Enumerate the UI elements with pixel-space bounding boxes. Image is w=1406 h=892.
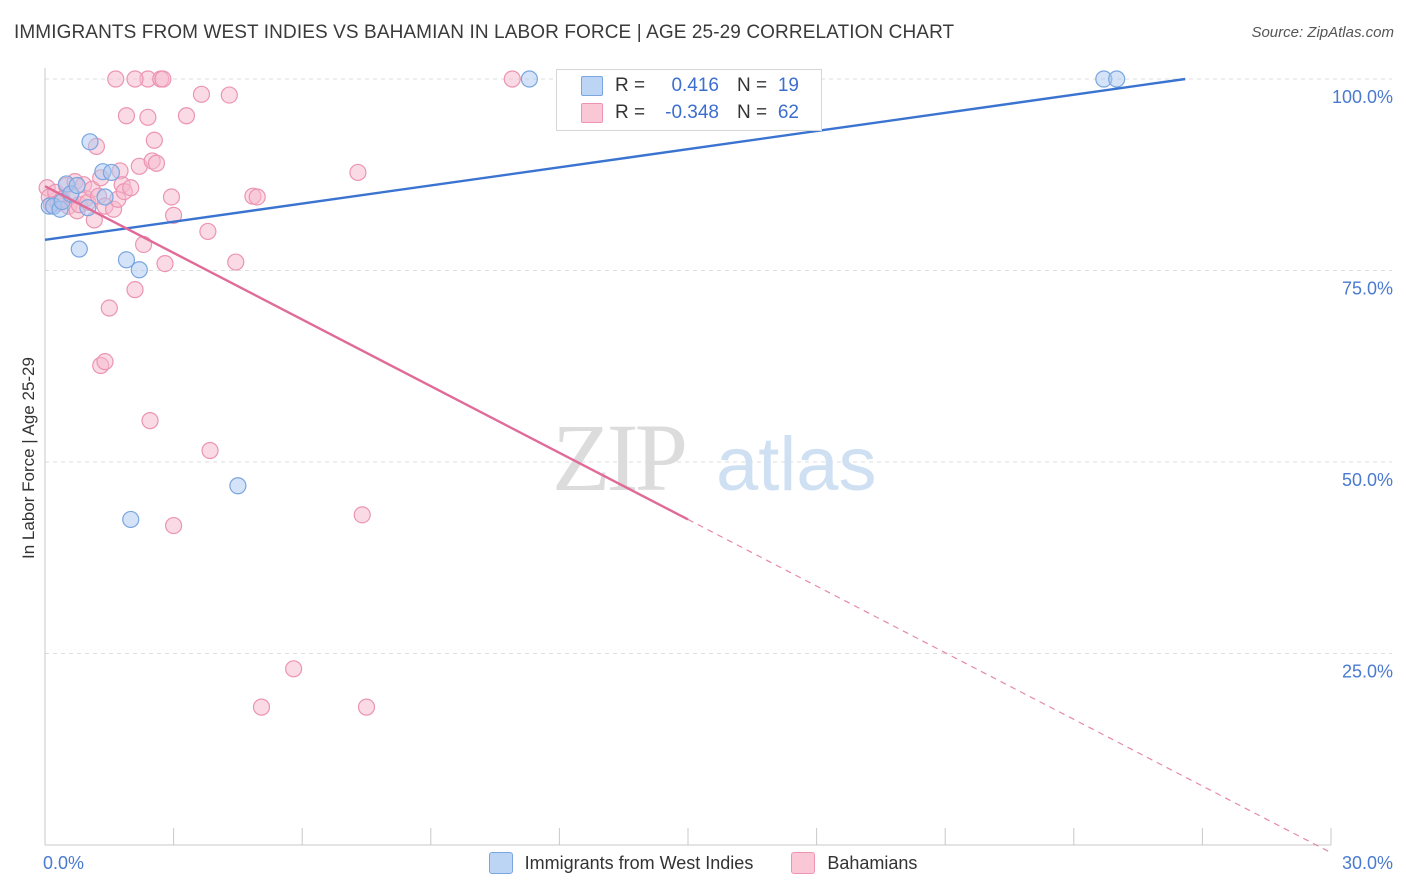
grid-lines xyxy=(45,78,1392,654)
legend-n-label: N = xyxy=(737,75,768,96)
west-indies-point xyxy=(102,163,121,182)
legend-item-west-indies: Immigrants from West Indies xyxy=(488,852,754,874)
bahamians-point xyxy=(353,506,371,524)
bahamians-point xyxy=(145,131,163,149)
bahamians-point xyxy=(139,108,157,126)
legend-item-bahamians: Bahamians xyxy=(791,852,917,874)
bahamians-point xyxy=(503,70,521,88)
legend-r-value: 0.416 xyxy=(671,75,719,96)
y-tick-label: 100.0% xyxy=(1332,87,1393,107)
tick-labels: 25.0% 50.0% 75.0% 100.0% 0.0% 30.0% xyxy=(43,87,1393,873)
bahamians-point xyxy=(126,281,144,299)
bahamians-point xyxy=(134,235,153,254)
bahamians-point xyxy=(192,85,211,103)
bahamians-trend-line xyxy=(44,185,689,521)
bahamians-point xyxy=(141,412,159,430)
legend-r-label: R = xyxy=(615,102,646,123)
legend-swatch-blue xyxy=(488,852,513,874)
x-tick-label: 30.0% xyxy=(1342,853,1393,873)
bahamians-point xyxy=(165,206,183,224)
watermark-atlas: atlas xyxy=(716,422,877,507)
legend-r-value: -0.348 xyxy=(665,102,719,123)
bahamians-point xyxy=(122,179,140,197)
legend-n-value: 19 xyxy=(777,75,799,96)
legend-n-value: 62 xyxy=(777,102,799,123)
legend-swatch-pink xyxy=(791,852,816,874)
west-indies-point xyxy=(520,70,538,88)
bahamians-point xyxy=(252,698,271,716)
watermark: ZIP atlas xyxy=(552,404,877,511)
legend-swatch-pink xyxy=(581,103,603,123)
west-indies-point xyxy=(96,188,114,206)
legend-label-bahamians: Bahamians xyxy=(827,852,918,873)
legend-label-west-indies: Immigrants from West Indies xyxy=(524,852,754,873)
bahamians-point xyxy=(117,107,136,125)
bahamians-point xyxy=(220,86,238,104)
axes xyxy=(44,68,1332,846)
y-tick-label: 50.0% xyxy=(1342,470,1393,490)
bahamians-point xyxy=(156,255,174,273)
west-indies-point xyxy=(229,477,247,495)
legend-n-label: N = xyxy=(737,102,768,123)
legend-row-west-indies: R = 0.416 N = 19 xyxy=(581,74,799,98)
x-tick-label: 0.0% xyxy=(43,853,84,873)
bahamians-point xyxy=(107,70,125,88)
stats-legend: R = 0.416 N = 19 R = -0.348 N = 62 xyxy=(556,69,822,131)
y-tick-label: 75.0% xyxy=(1342,279,1393,299)
legend-r-label: R = xyxy=(615,75,646,96)
chart-title: IMMIGRANTS FROM WEST INDIES VS BAHAMIAN … xyxy=(14,22,955,43)
west-indies-point xyxy=(68,176,86,195)
series-legend: Immigrants from West Indies Bahamians xyxy=(0,852,1406,874)
bahamians-point xyxy=(96,353,114,371)
trend-lines xyxy=(44,77,1332,854)
bahamians-point xyxy=(177,107,196,125)
y-tick-label: 25.0% xyxy=(1342,662,1393,682)
west-indies-point xyxy=(70,240,88,258)
bahamians-point xyxy=(201,441,219,460)
legend-swatch-blue xyxy=(581,76,603,96)
source-credit: Source: ZipAtlas.com xyxy=(1251,24,1394,41)
bahamians-point xyxy=(227,253,245,271)
bahamians-point xyxy=(126,70,144,88)
bahamians-point xyxy=(349,163,367,182)
bahamians-point xyxy=(357,698,376,716)
bahamians-point xyxy=(165,516,183,535)
bahamians-trend-line-extrapolated xyxy=(687,518,1332,854)
west-indies-trend-line xyxy=(44,77,1186,242)
bahamians-point xyxy=(147,154,166,172)
bahamians-point xyxy=(154,70,172,88)
bahamians-point xyxy=(285,660,303,678)
bahamians-point xyxy=(100,299,118,317)
watermark-zip: ZIP xyxy=(552,404,685,511)
west-indies-point xyxy=(117,251,136,269)
bahamians-point xyxy=(248,188,266,206)
west-indies-point xyxy=(130,261,148,279)
west-indies-points xyxy=(40,70,1126,529)
bahamians-point xyxy=(199,222,217,241)
west-indies-point xyxy=(81,133,99,151)
bahamians-point xyxy=(162,188,181,206)
west-indies-point xyxy=(122,510,140,529)
legend-row-bahamians: R = -0.348 N = 62 xyxy=(581,101,799,125)
west-indies-point xyxy=(1108,70,1126,88)
